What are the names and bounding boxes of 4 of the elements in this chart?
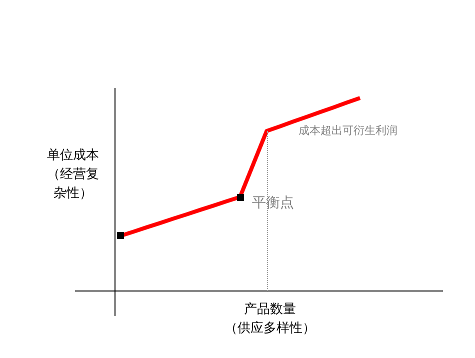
annotation: 平衡点 — [252, 194, 294, 212]
x-axis-title: 产品数量（供应多样性） — [224, 301, 316, 338]
annotation: 成本超出可衍生利润 — [298, 123, 398, 138]
y-axis-title: 单位成本（经营复杂性） — [46, 147, 100, 203]
